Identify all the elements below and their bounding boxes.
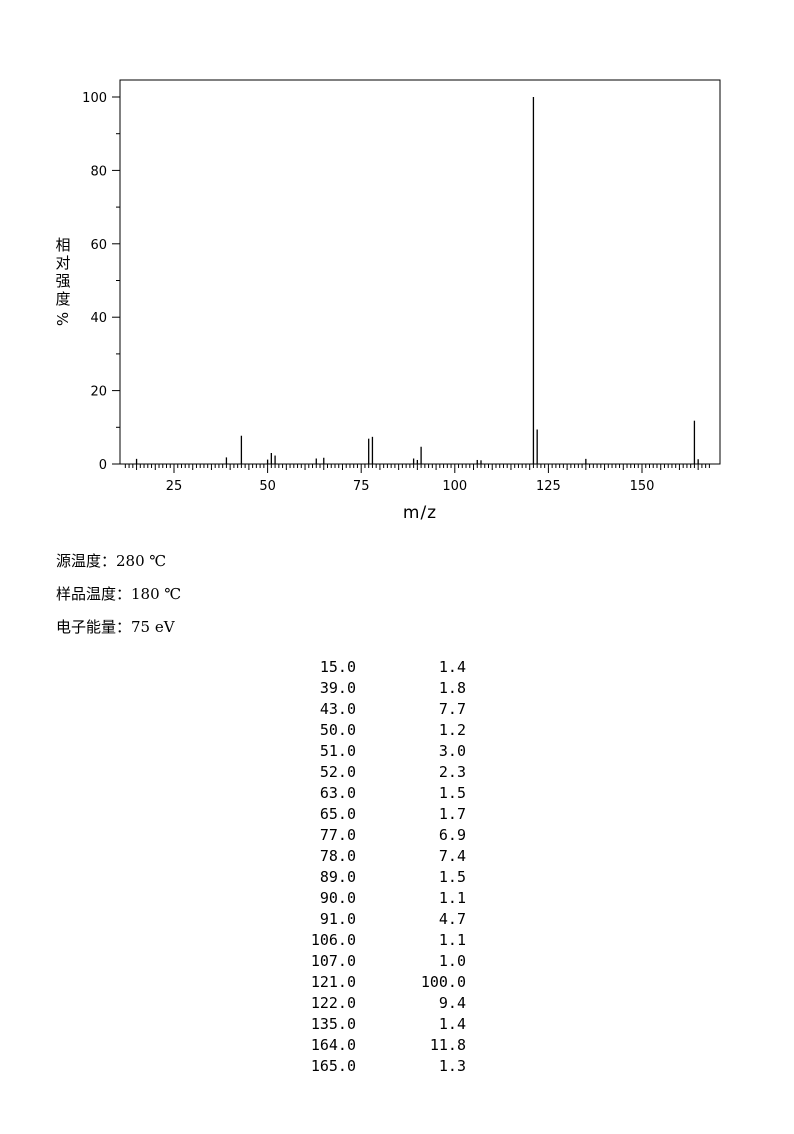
- peak-mz-value: 15.0: [319, 658, 356, 676]
- plot-border: [119, 79, 721, 465]
- x-axis-label: m/z: [403, 503, 437, 523]
- peak-mz-value: 91.0: [319, 910, 356, 928]
- y-tick-label: 80: [90, 164, 107, 179]
- peak-intensity-value: 1.4: [438, 1015, 466, 1033]
- peak-mz-value: 65.0: [319, 805, 356, 823]
- sample-temperature: 样品温度：180 ℃: [56, 585, 182, 603]
- peak-intensity-value: 4.7: [438, 910, 466, 928]
- peak-intensity-value: 11.8: [429, 1036, 466, 1054]
- peak-intensity-value: 6.9: [438, 826, 466, 844]
- peak-mz-value: 135.0: [310, 1015, 356, 1033]
- table-row: 43.0 7.7: [280, 699, 466, 720]
- peak-mz-value: 77.0: [319, 826, 356, 844]
- table-row: 51.0 3.0: [280, 741, 466, 762]
- peak-intensity-value: 1.8: [438, 679, 466, 697]
- peak-intensity-value: 1.2: [438, 721, 466, 739]
- peak-mz-value: 39.0: [319, 679, 356, 697]
- table-row: 164.0 11.8: [280, 1035, 466, 1056]
- peak-intensity-value: 1.4: [438, 658, 466, 676]
- y-axis-label-char: 相: [55, 236, 70, 254]
- peak-mz-value: 52.0: [319, 763, 356, 781]
- peak-intensity-value: 1.3: [438, 1057, 466, 1075]
- x-tick-label: 100: [442, 479, 467, 494]
- peak-mz-value: 89.0: [319, 868, 356, 886]
- table-row: 78.0 7.4: [280, 846, 466, 867]
- peak-mz-value: 106.0: [310, 931, 356, 949]
- peak-intensity-value: 7.7: [438, 700, 466, 718]
- table-row: 91.0 4.7: [280, 909, 466, 930]
- peak-mz-value: 121.0: [310, 973, 356, 991]
- peak-intensity-value: 1.7: [438, 805, 466, 823]
- y-tick-label: 40: [90, 311, 107, 326]
- table-row: 165.0 1.3: [280, 1056, 466, 1077]
- peak-intensity-value: 1.1: [438, 889, 466, 907]
- y-axis-label-char: 强: [55, 272, 70, 290]
- x-tick-label: 50: [259, 479, 276, 494]
- table-row: 122.0 9.4: [280, 993, 466, 1014]
- peak-mz-value: 50.0: [319, 721, 356, 739]
- y-axis-label-char: %: [54, 312, 72, 326]
- y-axis-ticks: 0 20 40 60 80 100: [82, 91, 120, 473]
- table-row: 121.0 100.0: [280, 972, 466, 993]
- x-tick-label: 125: [536, 479, 561, 494]
- plot-frame: [119, 79, 721, 465]
- peak-intensity-value: 9.4: [438, 994, 466, 1012]
- x-tick-label: 25: [166, 479, 183, 494]
- y-tick-label: 60: [90, 238, 107, 253]
- table-row: 107.0 1.0: [280, 951, 466, 972]
- table-row: 89.0 1.5: [280, 867, 466, 888]
- y-axis-label-char: 对: [55, 254, 70, 272]
- y-tick-label: 100: [82, 91, 107, 106]
- x-tick-label: 150: [630, 479, 655, 494]
- table-row: 50.0 1.2: [280, 720, 466, 741]
- table-row: 90.0 1.1: [280, 888, 466, 909]
- peak-mz-value: 78.0: [319, 847, 356, 865]
- peak-intensity-value: 1.0: [438, 952, 466, 970]
- spectrum-peaks: [135, 97, 699, 464]
- peak-mz-value: 43.0: [319, 700, 356, 718]
- peak-mz-value: 122.0: [310, 994, 356, 1012]
- table-row: 65.0 1.7: [280, 804, 466, 825]
- table-row: 106.0 1.1: [280, 930, 466, 951]
- peak-intensity-value: 1.1: [438, 931, 466, 949]
- peak-intensity-value: 100.0: [420, 973, 466, 991]
- peak-mz-value: 63.0: [319, 784, 356, 802]
- x-tick-label: 75: [353, 479, 370, 494]
- table-row: 63.0 1.5: [280, 783, 466, 804]
- x-axis-ticks: 25 50 75 100 125 150: [124, 464, 710, 494]
- table-row: 77.0 6.9: [280, 825, 466, 846]
- table-row: 52.0 2.3: [280, 762, 466, 783]
- peak-mz-value: 165.0: [310, 1057, 356, 1075]
- electron-energy: 电子能量：75 eV: [56, 618, 175, 636]
- experiment-conditions: 源温度：280 ℃ 样品温度：180 ℃ 电子能量：75 eV: [56, 549, 181, 648]
- source-temperature: 源温度：280 ℃: [56, 552, 167, 570]
- peak-intensity-value: 3.0: [438, 742, 466, 760]
- y-tick-label: 20: [90, 385, 107, 400]
- peak-mz-value: 164.0: [310, 1036, 356, 1054]
- y-tick-label: 0: [99, 458, 107, 473]
- peak-intensity-value: 1.5: [438, 784, 466, 802]
- peak-table: 15.0 1.4 39.0 1.8 43.0 7.7 50.0 1.2 51.0 3.0 52.0 2…: [280, 657, 466, 1077]
- peak-intensity-value: 1.5: [438, 868, 466, 886]
- peak-intensity-value: 7.4: [438, 847, 466, 865]
- peak-mz-value: 51.0: [319, 742, 356, 760]
- table-row: 135.0 1.4: [280, 1014, 466, 1035]
- table-row: 15.0 1.4: [280, 657, 466, 678]
- peak-intensity-value: 2.3: [438, 763, 466, 781]
- y-axis-label-char: 度: [55, 290, 70, 308]
- peak-mz-value: 107.0: [310, 952, 356, 970]
- peak-mz-value: 90.0: [319, 889, 356, 907]
- table-row: 39.0 1.8: [280, 678, 466, 699]
